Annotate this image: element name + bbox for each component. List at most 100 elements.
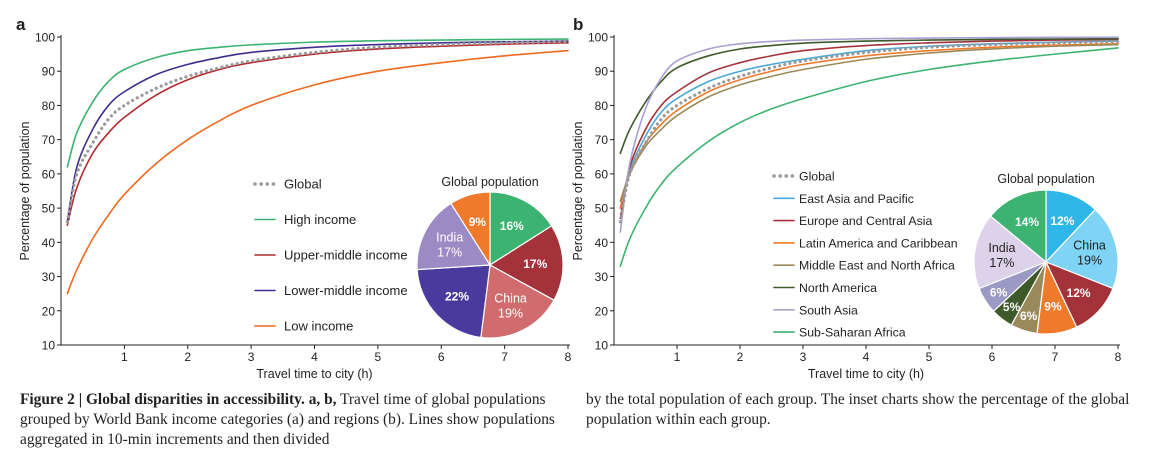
pie-slice-value: 6% [990, 286, 1008, 300]
pie-slice [416, 202, 492, 271]
y-tick-label: 50 [42, 202, 56, 216]
x-axis-label: Travel time to city (h) [256, 367, 372, 381]
y-tick-label: 10 [42, 339, 56, 353]
panel-a-chart: a 10 20 30 40 50 60 70 80 90 100 1 2 3 4 5 6 7 8 Travel tim… [16, 15, 572, 381]
series-line-high-income [66, 38, 569, 168]
pie-slice-value: 9% [1044, 300, 1062, 314]
pie-slice-value: 19% [1077, 253, 1102, 267]
pie-slice-name: China [494, 291, 527, 305]
legend-label: North America [799, 281, 877, 295]
legend-label: East Asia and Pacific [799, 192, 914, 206]
inset-title: Global population [441, 175, 538, 189]
legend-label: Global [799, 170, 835, 184]
pie-slice-value: 6% [1020, 309, 1038, 323]
x-tick-label: 2 [184, 350, 191, 364]
panel-letter: a [16, 15, 26, 34]
y-tick-label: 60 [42, 167, 56, 181]
y-tick-label: 60 [595, 167, 609, 181]
legend-label: Europe and Central Asia [799, 214, 932, 228]
y-tick-label: 80 [42, 99, 56, 113]
legend-label: Sub-Saharan Africa [799, 326, 906, 340]
series-line-middle-east-and-north-africa [619, 43, 1119, 203]
pie-slice-value: 9% [469, 215, 487, 229]
x-tick-label: 3 [248, 350, 255, 364]
x-tick-label: 5 [375, 350, 382, 364]
pie-slice-value: 12% [1067, 286, 1091, 300]
pie-slice [489, 191, 553, 267]
y-tick-label: 90 [42, 65, 56, 79]
pie-slice-name: China [1073, 238, 1106, 252]
x-tick-label: 4 [311, 350, 318, 364]
series-line-low-income [66, 49, 569, 295]
y-tick-label: 40 [595, 236, 609, 250]
pie-slice [416, 264, 491, 339]
y-tick-label: 70 [42, 133, 56, 147]
y-tick-label: 40 [42, 236, 56, 250]
y-tick-label: 80 [595, 99, 609, 113]
series-line-sub-saharan-africa [619, 47, 1119, 268]
x-axis-label: Travel time to city (h) [808, 367, 924, 381]
y-tick-label: 20 [42, 304, 56, 318]
pie-slice-value: 14% [1015, 215, 1039, 229]
legend-label: Lower-middle income [284, 283, 408, 298]
series-line-east-asia-and-pacific [619, 40, 1119, 209]
pie-slice [973, 215, 1048, 290]
y-tick-label: 10 [595, 339, 609, 353]
legend-label: South Asia [799, 303, 858, 317]
legend-label: Latin America and Caribbean [799, 236, 958, 250]
caption-left-text: Travel time of global populations groupe… [20, 391, 555, 448]
x-tick-label: 7 [501, 350, 508, 364]
pie-slice [480, 264, 555, 339]
x-tick-label: 7 [1052, 350, 1059, 364]
pie-slice-value: 5% [1003, 300, 1021, 314]
pie-slice-value: 17% [989, 256, 1014, 270]
pie-slice-value: 19% [498, 306, 523, 320]
x-tick-label: 4 [863, 350, 870, 364]
legend-label: Global [284, 177, 322, 192]
panel-b-chart: b 10 20 30 40 50 60 70 80 90 100 1 2 3 4 5 6 7 8 Travel tim… [571, 15, 1122, 381]
legend-label: Middle East and North Africa [799, 259, 955, 273]
y-axis-label: Percentage of population [571, 121, 585, 260]
x-tick-label: 3 [800, 350, 807, 364]
y-tick-label: 50 [595, 202, 609, 216]
legend-label: Upper-middle income [284, 248, 408, 263]
inset-title: Global population [997, 172, 1094, 186]
y-tick-label: 20 [595, 304, 609, 318]
series-line-lower-middle-income [66, 40, 569, 223]
pie-slice-name: India [988, 241, 1015, 255]
series-line-global [65, 39, 570, 224]
panel-letter: b [573, 15, 583, 34]
pie-slice [989, 189, 1047, 264]
x-tick-label: 6 [438, 350, 445, 364]
pie-slice [450, 191, 491, 268]
pie-slice-value: 12% [1050, 214, 1074, 228]
x-tick-label: 6 [989, 350, 996, 364]
x-tick-label: 8 [1115, 350, 1122, 364]
caption-left: Figure 2 | Global disparities in accessi… [20, 390, 568, 450]
y-axis-label: Percentage of population [18, 121, 32, 260]
pie-slice-value: 22% [445, 289, 469, 303]
y-tick-label: 70 [595, 133, 609, 147]
series-line-upper-middle-income [66, 42, 569, 227]
y-tick-label: 30 [42, 270, 56, 284]
pie-slice-value: 16% [500, 219, 524, 233]
pie-slice [488, 225, 564, 301]
pie-slice-value: 17% [523, 257, 547, 271]
series-line-north-america [619, 37, 1119, 155]
y-tick-label: 100 [35, 31, 55, 45]
legend-label: High income [284, 212, 356, 227]
y-tick-label: 90 [595, 65, 609, 79]
y-tick-label: 30 [595, 270, 609, 284]
caption-right: by the total population of each group. T… [586, 391, 1130, 428]
x-tick-label: 8 [565, 350, 572, 364]
x-tick-label: 2 [737, 350, 744, 364]
legend-label: Low income [284, 319, 353, 334]
pie-slice-value: 17% [437, 245, 462, 259]
pie-slice-name: India [436, 230, 463, 244]
series-line-south-asia [619, 36, 1119, 233]
x-tick-label: 1 [121, 350, 128, 364]
series-line-global [618, 39, 1120, 224]
series-line-europe-and-central-asia [619, 38, 1119, 220]
x-tick-label: 1 [674, 350, 681, 364]
